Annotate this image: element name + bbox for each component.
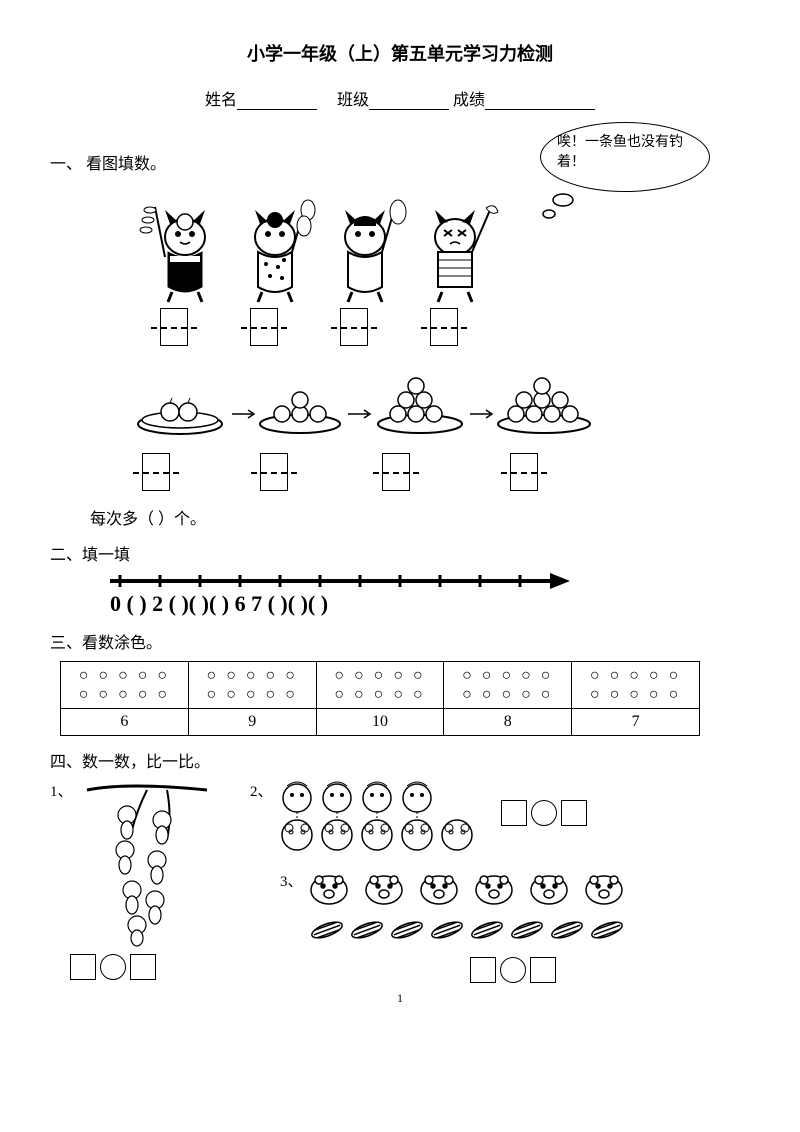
class-label: 班级 [337,86,369,110]
speech-bubble: 唉！一条鱼也没有钓着！ [540,122,710,192]
cats-figure: 唉！一条鱼也没有钓着！ [150,182,670,302]
table-value: 8 [444,709,572,736]
table-value: 7 [572,709,700,736]
table-value: 9 [188,709,316,736]
compare-row: 1、 2、 [50,780,750,983]
q1-label: 1、 [50,784,73,800]
answer-box[interactable] [260,453,288,491]
pigs-corn-icon [307,870,677,955]
number-line: 0 ( ) 2 ( )( )( ) 6 7 ( )( )( ) [110,573,750,617]
q1-answer[interactable] [70,954,250,980]
q2-answer[interactable] [501,800,587,826]
answer-box[interactable] [510,453,538,491]
faces-icon [277,780,477,860]
table-value: 10 [316,709,444,736]
cats-answer-boxes [160,308,750,346]
answer-box[interactable] [160,308,188,346]
plates-figure [130,366,750,441]
answer-box[interactable] [142,453,170,491]
section-2-label: 二、填一填 [50,541,750,565]
answer-box[interactable] [250,308,278,346]
name-label: 姓名 [205,86,237,110]
circles-cell[interactable]: ○ ○ ○ ○ ○○ ○ ○ ○ ○ [572,662,700,709]
cats-svg [150,192,510,302]
circles-cell[interactable]: ○ ○ ○ ○ ○○ ○ ○ ○ ○ [188,662,316,709]
plates-answer-boxes [130,453,750,491]
section-3-label: 三、看数涂色。 [50,629,750,653]
page-number: 1 [50,991,750,1006]
name-blank[interactable] [237,95,317,110]
monkeys-tree-icon [77,780,217,950]
answer-box[interactable] [430,308,458,346]
section-4-label: 四、数一数，比一比。 [50,748,750,772]
q3-label: 3、 [280,874,303,890]
q3-answer[interactable] [470,957,710,983]
answer-box[interactable] [340,308,368,346]
color-table: ○ ○ ○ ○ ○○ ○ ○ ○ ○ ○ ○ ○ ○ ○○ ○ ○ ○ ○ ○ … [60,661,700,736]
circles-cell[interactable]: ○ ○ ○ ○ ○○ ○ ○ ○ ○ [444,662,572,709]
bubble-text: 唉！一条鱼也没有钓着！ [557,135,683,170]
class-blank[interactable] [369,95,449,110]
circles-cell[interactable]: ○ ○ ○ ○ ○○ ○ ○ ○ ○ [61,662,189,709]
s1-sentence: 每次多（ ）个。 [90,505,750,529]
info-row: 姓名 班级 成绩 [50,86,750,110]
score-blank[interactable] [485,95,595,110]
numline-text: 0 ( ) 2 ( )( )( ) 6 7 ( )( )( ) [110,591,328,616]
answer-box[interactable] [382,453,410,491]
numline-arrow-icon [110,573,570,587]
circles-cell[interactable]: ○ ○ ○ ○ ○○ ○ ○ ○ ○ [316,662,444,709]
table-value: 6 [61,709,189,736]
plates-svg [130,366,630,436]
score-label: 成绩 [453,86,485,110]
q2-label: 2、 [250,784,273,800]
page-title: 小学一年级（上）第五单元学习力检测 [50,40,750,66]
bubble-tail-icon [535,190,575,230]
